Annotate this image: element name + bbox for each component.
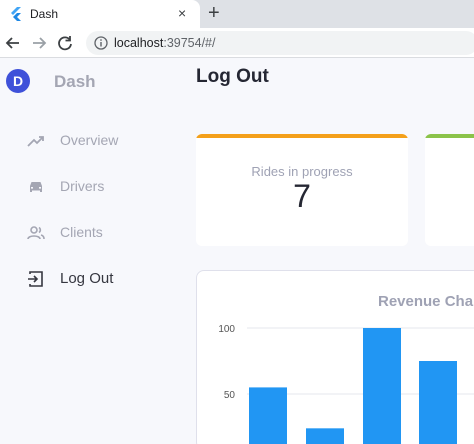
kpi-card-rides: Rides in progress 7 <box>196 134 408 246</box>
back-icon[interactable] <box>2 32 24 54</box>
logo-initial: D <box>12 73 24 89</box>
sidebar-item-label: Drivers <box>60 178 105 194</box>
browser-tab[interactable]: Dash × <box>0 0 200 28</box>
card-accent-bar <box>425 134 474 138</box>
chart-bar <box>363 328 401 444</box>
browser-tab-strip: Dash × + <box>0 0 474 28</box>
trending-up-icon <box>27 136 44 147</box>
chart-bar <box>419 361 457 444</box>
chart-bar <box>249 387 287 444</box>
car-icon <box>30 182 42 192</box>
kpi-card-second <box>425 134 474 246</box>
page-title: Log Out <box>196 66 269 87</box>
y-tick-label: 100 <box>218 324 235 335</box>
sidebar-item-clients[interactable]: Clients <box>0 215 184 251</box>
sidebar-item-label: Clients <box>60 224 103 240</box>
sidebar: D Dash Overview Drivers Clients <box>0 58 184 444</box>
sidebar-item-overview[interactable]: Overview <box>0 123 184 159</box>
sidebar-item-label: Overview <box>60 132 119 148</box>
sidebar-item-label: Log Out <box>60 270 114 287</box>
dashboard-app: D Dash Overview Drivers Clients <box>0 58 474 444</box>
chart-title: Revenue Cha <box>378 293 474 310</box>
revenue-chart: 100 50 <box>218 324 474 444</box>
browser-toolbar: localhost:39754/#/ <box>0 28 474 58</box>
tab-title: Dash <box>30 7 59 21</box>
tab-close-icon[interactable]: × <box>178 5 187 21</box>
kpi-value: 7 <box>293 178 311 214</box>
new-tab-button[interactable]: + <box>208 2 220 24</box>
card-accent-bar <box>196 134 408 138</box>
exit-icon <box>28 271 43 287</box>
url-path: :39754/#/ <box>163 36 216 50</box>
kpi-label: Rides in progress <box>251 164 353 179</box>
logo-icon: D <box>6 69 30 93</box>
flutter-logo-icon <box>11 7 21 21</box>
forward-icon[interactable] <box>28 32 50 54</box>
url-text[interactable]: localhost:39754/#/ <box>114 36 215 50</box>
address-bar[interactable]: localhost:39754/#/ <box>86 31 474 55</box>
main-content: Log Out Rides in progress 7 Revenue Cha … <box>184 58 474 444</box>
brand-name: Dash <box>54 72 96 91</box>
y-tick-label: 50 <box>224 390 236 401</box>
chart-bar <box>306 428 344 444</box>
revenue-chart-card: Revenue Cha 100 50 <box>196 270 474 444</box>
url-host: localhost <box>114 36 164 50</box>
sidebar-item-drivers[interactable]: Drivers <box>0 169 184 205</box>
sidebar-item-logout[interactable]: Log Out <box>0 261 184 297</box>
info-icon[interactable] <box>94 36 108 50</box>
people-icon <box>27 226 45 240</box>
reload-icon[interactable] <box>54 32 76 54</box>
